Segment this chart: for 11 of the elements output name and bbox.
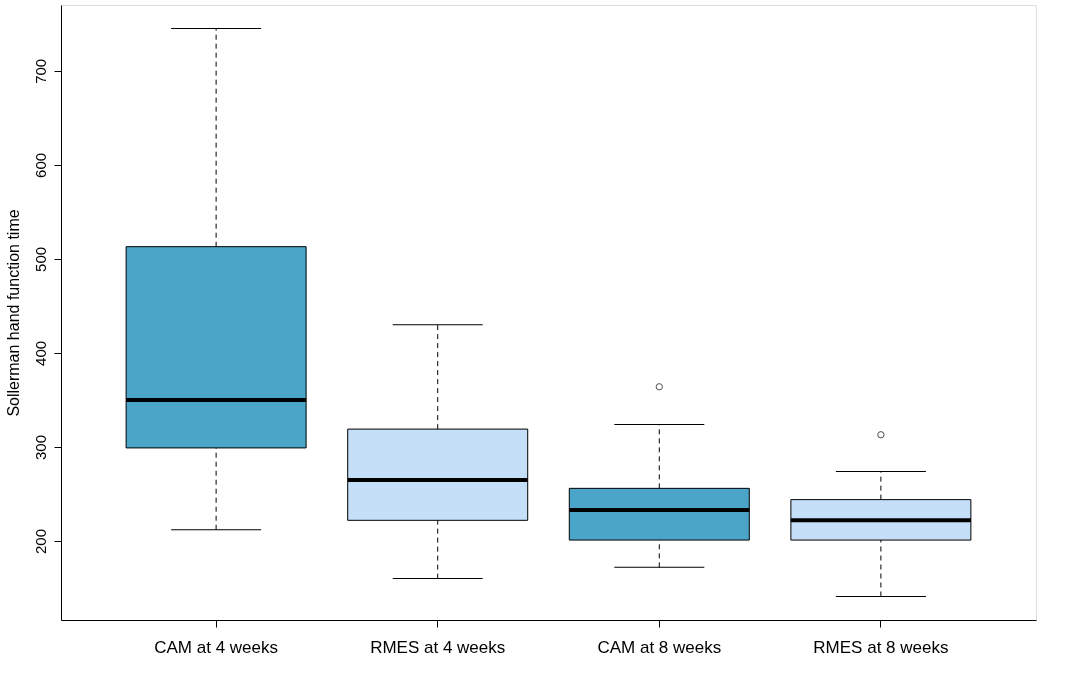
y-tick-label: 700 xyxy=(31,58,49,84)
y-tick-label: 300 xyxy=(31,434,49,460)
y-tick-label: 600 xyxy=(31,152,49,178)
y-axis-title: Sollerman hand function time xyxy=(4,209,22,417)
y-tick-label: 500 xyxy=(31,246,49,272)
x-tick-label: CAM at 8 weeks xyxy=(597,637,722,657)
y-tick-label: 200 xyxy=(31,528,49,555)
y-tick-label: 400 xyxy=(31,340,49,366)
x-tick-label: RMES at 8 weeks xyxy=(813,637,949,657)
x-tick-label: RMES at 4 weeks xyxy=(370,637,506,657)
x-tick-label: CAM at 4 weeks xyxy=(154,637,278,657)
